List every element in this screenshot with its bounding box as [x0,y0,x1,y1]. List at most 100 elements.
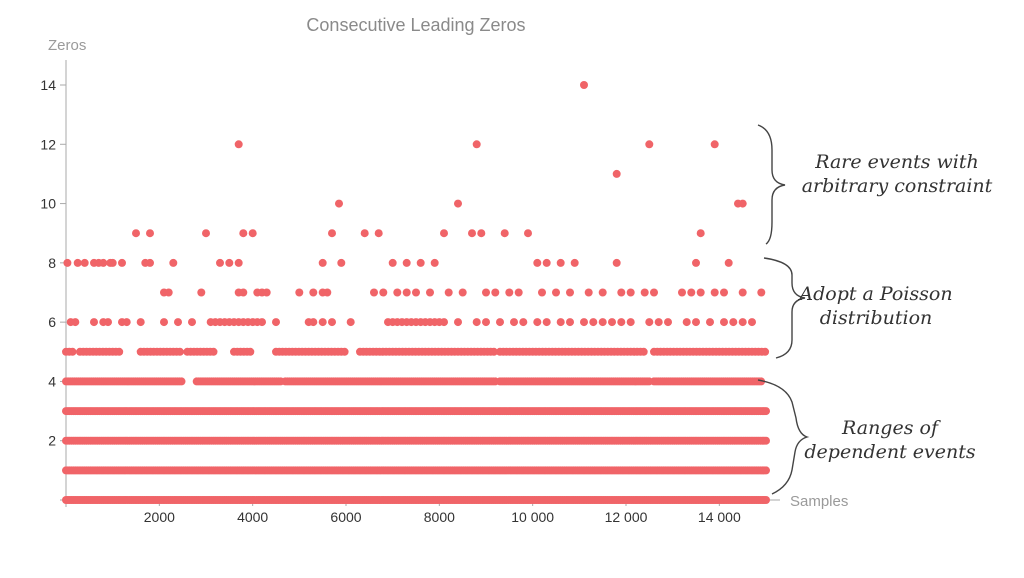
data-point [132,229,140,238]
data-point [612,258,621,267]
data-point [589,318,598,327]
data-point [174,318,182,327]
data-point [552,288,560,297]
data-point [248,229,257,238]
x-tick-label: 2000 [144,509,175,525]
data-point [239,229,248,238]
data-point [519,318,528,327]
data-point [500,229,509,238]
data-point [360,229,369,238]
y-axis-label: Zeros [48,37,86,54]
x-tick-label: 6000 [330,509,361,525]
data-point [720,318,728,327]
data-point [412,288,420,297]
data-point [468,229,476,238]
data-point [682,318,691,327]
data-point [757,288,766,297]
data-point [748,318,756,327]
x-tick-label: 14 000 [698,509,741,525]
brace-rare-events [757,124,786,245]
data-point [426,288,434,297]
data-point [645,318,654,327]
data-point [225,258,234,267]
data-point [122,318,131,327]
data-point [309,288,318,297]
data-point [617,288,626,297]
data-point [482,288,490,297]
y-tick-label: 10 [40,196,56,212]
data-point-level-5 [639,347,648,356]
data-point [608,318,616,327]
data-point [188,318,196,327]
axis-ticks: 2000 4000 6000 8000 10 000 12 000 14 000 2 4 6 8 10… [40,77,741,525]
data-point [524,229,532,238]
data-point [416,258,425,267]
brace-poisson [763,257,806,359]
data-point [472,140,481,149]
data-point-level-1 [762,466,770,475]
data-point [696,288,705,297]
data-point [720,288,728,297]
data-point [598,288,607,297]
data-point [477,229,486,238]
data-point [617,318,626,327]
data-point [542,258,551,267]
data-point [80,258,89,267]
data-point [510,318,518,327]
data-point [664,318,672,327]
annotation-poisson-line1: Adopt a Poisson [797,283,952,305]
data-point [71,318,80,327]
data-point-level-5 [68,347,77,356]
data-point [234,140,243,149]
data-point [234,258,243,267]
data-point [650,288,658,297]
data-point [706,318,714,327]
data-point [430,258,439,267]
data-point [482,318,490,327]
data-point-level-0 [762,496,770,504]
data-point [654,318,663,327]
data-point [323,288,332,297]
data-point [335,199,343,208]
data-point [566,288,574,297]
annotation-dependent-line2: dependent events [804,441,975,463]
data-point [444,288,453,297]
data-point [696,229,705,238]
data-point [598,318,607,327]
data-point [626,288,635,297]
data-point [612,169,621,178]
data-point [710,140,719,149]
annotation-rare-line1: Rare events with [814,151,979,173]
y-tick-label: 2 [48,433,56,449]
data-point [318,258,327,267]
data-point-level-5 [209,347,218,356]
data-point [556,318,565,327]
data-point [393,288,402,297]
x-tick-label: 8000 [424,509,455,525]
data-point [160,318,168,327]
y-tick-label: 12 [40,136,56,152]
data-point-level-5 [761,347,770,356]
data-point [318,318,327,327]
data-point [566,318,574,327]
data-point [570,258,579,267]
data-point [640,288,649,297]
data-point [379,288,388,297]
data-point [533,318,542,327]
data-point [458,288,467,297]
data-point [580,81,588,89]
data-point [136,318,145,327]
data-point [738,288,747,297]
data-point [202,229,210,238]
data-point [99,258,108,267]
data-point [584,288,593,297]
data-point-level-4 [177,377,186,386]
x-axis-label: Samples [790,493,848,510]
data-point [258,318,266,327]
data-point [104,318,112,327]
data-point-level-5 [489,347,498,356]
data-point [454,199,462,208]
data-point [402,288,411,297]
data-point [328,318,336,327]
data-point [710,288,719,297]
